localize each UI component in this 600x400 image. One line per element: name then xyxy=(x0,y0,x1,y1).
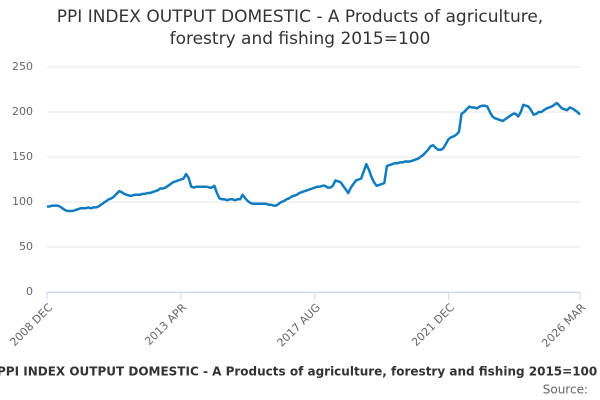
y-tick-label: 250 xyxy=(12,60,33,73)
data-line xyxy=(47,101,581,213)
y-tick-label: 50 xyxy=(19,240,33,253)
x-tick-label: 2013 APR xyxy=(142,301,189,348)
x-tick-label: 2008 DEC xyxy=(7,301,55,349)
chart-title: PPI INDEX OUTPUT DOMESTIC - A Products o… xyxy=(56,7,544,49)
x-tick-label: 2021 DEC xyxy=(409,301,457,349)
y-tick-label: 100 xyxy=(12,195,33,208)
x-tick-label: 2026 MAR xyxy=(539,301,588,350)
y-tick-label: 200 xyxy=(12,105,33,118)
source: Source: xyxy=(543,383,588,397)
y-tick-label: 150 xyxy=(12,150,33,163)
x-tick-label: 2017 AUG xyxy=(275,301,324,350)
legend-label: PPI INDEX OUTPUT DOMESTIC - A Products o… xyxy=(0,365,597,379)
y-tick-label: 0 xyxy=(26,285,33,298)
